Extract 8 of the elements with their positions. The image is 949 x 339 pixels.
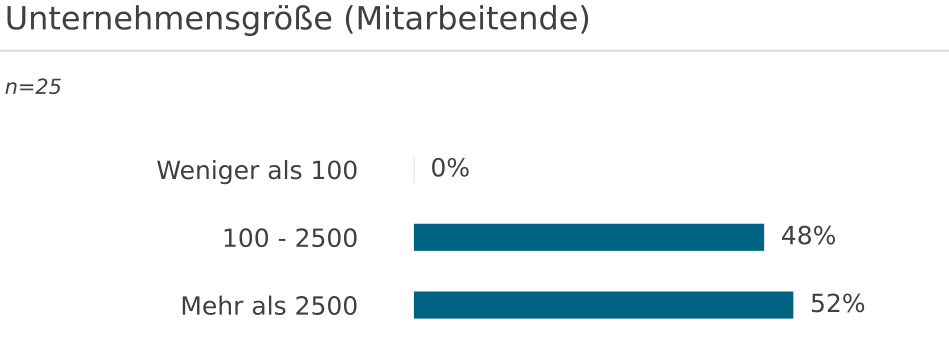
data-label: 48% bbox=[782, 226, 836, 245]
chart-title: Unternehmensgröße (Mitarbeitende) bbox=[8, 5, 588, 36]
data-label: 0% bbox=[432, 158, 469, 177]
y-tick-label: Mehr als 2500 bbox=[182, 296, 357, 315]
y-tick-label: Weniger als 100 bbox=[157, 160, 357, 184]
data-label: 52% bbox=[812, 293, 864, 312]
text: n=25 bbox=[5, 78, 61, 94]
y-tick-label: 100 - 2500 bbox=[224, 228, 357, 248]
